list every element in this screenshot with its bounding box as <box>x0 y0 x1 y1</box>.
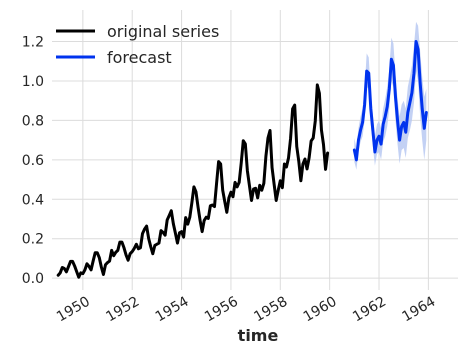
x-tick-label: 1954 <box>153 294 192 326</box>
legend: original series forecast <box>56 22 219 67</box>
legend-label-original-series: original series <box>107 22 219 41</box>
x-tick-label: 1962 <box>350 294 389 326</box>
y-axis-ticks: 0.0 0.2 0.4 0.6 0.8 1.0 1.2 <box>22 35 44 288</box>
x-axis-ticks: 1950 1952 1954 1956 1958 1960 1962 1964 <box>54 294 438 326</box>
original-series-line <box>56 83 330 279</box>
x-axis-title: time <box>238 326 279 345</box>
y-tick-label: 1.0 <box>22 74 44 90</box>
series-lines <box>56 40 428 279</box>
legend-label-forecast: forecast <box>107 48 172 67</box>
y-tick-label: 1.2 <box>22 35 44 51</box>
y-tick-label: 0.6 <box>22 153 44 169</box>
x-tick-label: 1960 <box>301 294 340 326</box>
x-tick-label: 1964 <box>400 294 439 326</box>
x-tick-label: 1952 <box>103 294 142 326</box>
x-tick-label: 1956 <box>202 294 241 326</box>
x-tick-label: 1950 <box>54 294 93 326</box>
forecast-line <box>352 40 428 162</box>
y-tick-label: 0.2 <box>22 232 44 248</box>
y-tick-label: 0.8 <box>22 113 44 129</box>
y-tick-label: 0.0 <box>22 271 44 287</box>
y-tick-label: 0.4 <box>22 192 44 208</box>
x-tick-label: 1958 <box>251 294 290 326</box>
